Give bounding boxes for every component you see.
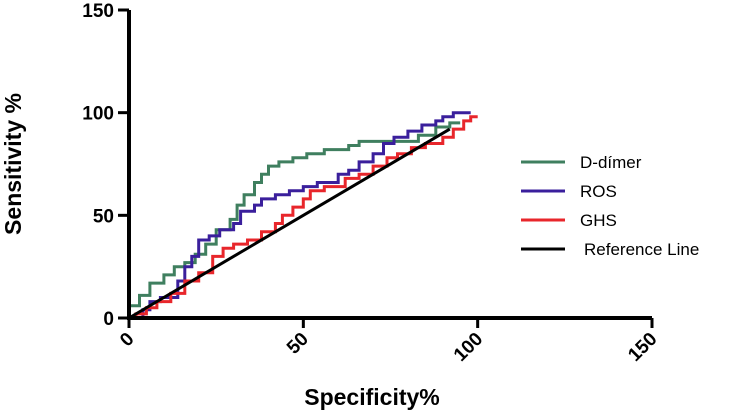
x-tick-label: 0: [116, 329, 138, 351]
y-tick-label: 150: [82, 1, 114, 22]
x-tick-label: 100: [450, 329, 487, 366]
legend: D-dímer ROS GHS Reference Line: [521, 153, 699, 259]
series-line-3: [128, 127, 451, 320]
y-tick-label: 100: [82, 104, 114, 125]
legend-label-0: D-dímer: [580, 153, 642, 172]
legend-label-2: GHS: [580, 211, 617, 230]
series-line-2: [129, 115, 478, 320]
x-tick-label: 150: [624, 329, 661, 366]
x-tick-label: 50: [283, 329, 313, 359]
axes: [127, 10, 652, 320]
ticks: 0 50 100 150 0 50 100 150: [82, 1, 661, 366]
y-tick-label: 50: [93, 206, 114, 227]
y-tick-label: 0: [103, 309, 114, 330]
series-layer: [127, 111, 478, 320]
series-line-0: [127, 121, 461, 318]
legend-label-1: ROS: [580, 182, 617, 201]
legend-label-3: Reference Line: [584, 240, 699, 259]
series-line-1: [129, 111, 471, 320]
y-axis-title: Sensitivity %: [0, 93, 26, 235]
x-axis-title: Specificity%: [304, 384, 440, 410]
